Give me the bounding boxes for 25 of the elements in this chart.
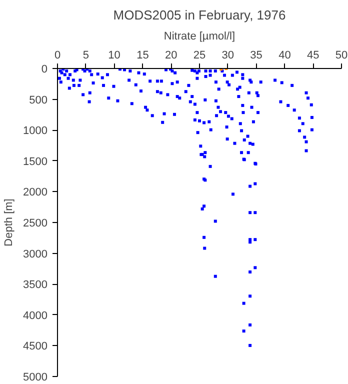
y-tick-label: 2000 [23, 186, 48, 199]
chart-title: MODS2005 in February, 1976 [113, 8, 286, 22]
x-axis-title: Nitrate [µmol/l] [164, 30, 236, 42]
y-tick-label: 1000 [23, 125, 48, 138]
x-tick-label: 25 [193, 50, 206, 62]
y-tick-label: 3500 [23, 279, 48, 292]
x-tick-label: 40 [278, 50, 291, 62]
x-tick-label: 5 [82, 50, 89, 62]
y-tick-label: 5000 [23, 372, 48, 384]
y-tick-label: 0 [41, 64, 48, 76]
x-tick-label: 50 [335, 50, 348, 62]
y-tick-label: 3000 [23, 248, 48, 260]
y-tick-label: 1500 [23, 156, 48, 168]
x-tick-label: 0 [54, 50, 61, 62]
y-tick-label: 4000 [23, 310, 48, 322]
y-tick-label: 500 [29, 94, 48, 106]
x-tick-label: 35 [250, 50, 262, 62]
y-tick-label: 4500 [23, 340, 48, 353]
y-axis-title: Depth [m] [3, 198, 16, 246]
x-tick-label: 45 [306, 50, 320, 62]
x-tick-label: 30 [222, 50, 234, 62]
y-tick-label: 2500 [23, 218, 48, 230]
x-tick-label: 15 [136, 50, 149, 62]
x-tick-label: 10 [108, 50, 120, 62]
x-tick-label: 20 [164, 50, 178, 62]
